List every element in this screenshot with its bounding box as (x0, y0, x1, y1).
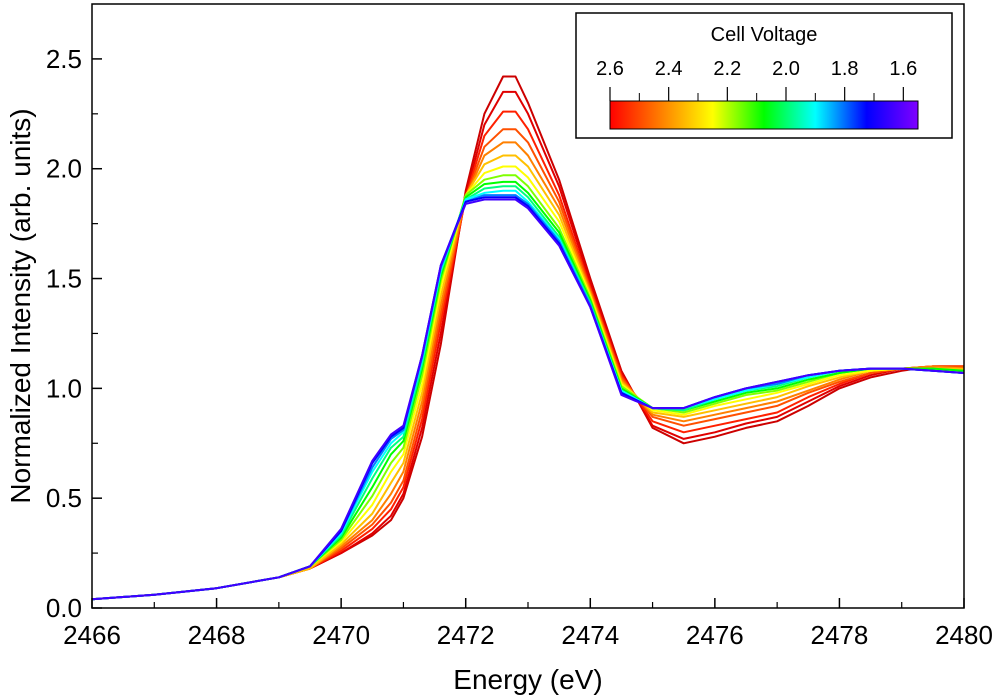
x-tick-label: 2476 (686, 620, 744, 650)
series-layer (91, 75, 965, 601)
colorbar-tick-label: 2.6 (596, 58, 624, 80)
series-line-1 (91, 90, 964, 601)
colorbar-title: Cell Voltage (711, 24, 818, 46)
colorbar-tick-label: 1.8 (831, 58, 859, 80)
x-tick-label: 2468 (188, 620, 246, 650)
series-line-6 (91, 165, 965, 601)
y-tick-label: 0.5 (46, 483, 82, 513)
colorbar-ticks: 2.6 2.4 2.2 2.0 1.8 1.6 (596, 58, 917, 101)
y-tick-label: 1.5 (46, 264, 82, 294)
series-line-2 (91, 110, 964, 601)
colorbar-tick-label: 2.0 (772, 58, 800, 80)
series-line-4 (91, 141, 965, 601)
x-axis-title: Energy (eV) (453, 664, 602, 695)
x-tick-label: 2480 (935, 620, 993, 650)
series-line-8 (91, 180, 965, 601)
series-line-10 (91, 189, 965, 601)
x-tick-label: 2478 (811, 620, 869, 650)
x-tick-label: 2474 (561, 620, 619, 650)
x-tick-label: 2466 (63, 620, 121, 650)
y-tick-label: 2.5 (46, 44, 82, 74)
y-tick-label: 2.0 (46, 154, 82, 184)
colorbar-tick-label: 1.6 (889, 58, 917, 80)
colorbar-tick-label: 2.2 (713, 58, 741, 80)
colorbar-tick-label: 2.4 (655, 58, 683, 80)
axes-layer: 2466 2468 2470 2472 2474 2476 2478 2480 0.0 0.5 1.… (46, 44, 993, 650)
x-tick-label: 2472 (437, 620, 495, 650)
series-line-3 (91, 128, 964, 601)
colorbar-gradient (609, 100, 919, 130)
y-tick-label: 1.0 (46, 373, 82, 403)
series-line-13 (91, 198, 965, 601)
colorbar-legend: Cell Voltage 2.6 2.4 2.2 2.0 1.8 1.6 (575, 12, 953, 139)
series-line-5 (91, 154, 964, 601)
y-tick-label: 0.0 (46, 593, 82, 623)
x-tick-label: 2470 (312, 620, 370, 650)
y-axis-title: Normalized Intensity (arb. units) (5, 108, 36, 503)
series-line-7 (91, 174, 965, 601)
